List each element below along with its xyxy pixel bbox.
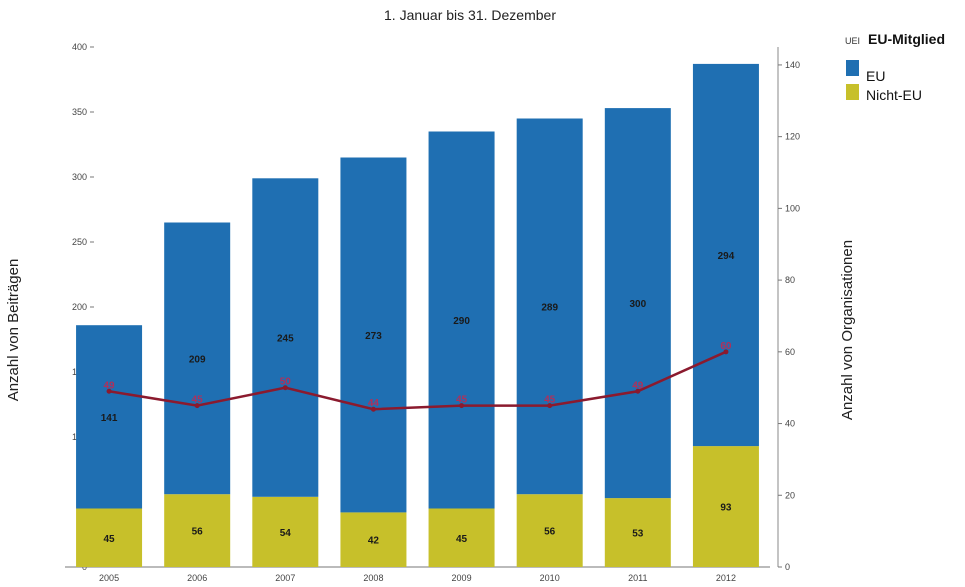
line-point: [459, 403, 465, 409]
bar-label-nicht-eu: 42: [368, 536, 380, 547]
line-point: [635, 388, 641, 394]
line-point: [282, 385, 288, 391]
bar-nicht-eu: [76, 508, 143, 567]
bar-label-eu: 289: [541, 302, 558, 313]
line-label: 49: [632, 380, 644, 391]
bar-label-nicht-eu: 54: [280, 528, 292, 539]
line-point: [547, 403, 553, 409]
legend-title: EU-Mitglied: [868, 31, 945, 47]
bar-eu: [516, 118, 583, 495]
bar-label-nicht-eu: 45: [104, 534, 116, 545]
bar-label-nicht-eu: 56: [192, 527, 204, 538]
line-path: [108, 350, 727, 411]
legend: UEI EU-Mitglied EU Nicht-EU: [845, 31, 945, 103]
bar-nicht-eu: [692, 446, 759, 567]
line-point: [370, 406, 376, 412]
right-axis: 0 20 40 60 80 100 120 140: [777, 47, 800, 572]
left-tick-label: 300: [72, 172, 87, 182]
line-point: [723, 349, 729, 355]
legend-label-nicht-eu: Nicht-EU: [866, 87, 922, 103]
line-label: 45: [544, 395, 556, 406]
line-series: 49 45 50 44 45 45 49 60: [104, 341, 732, 412]
bar-label-eu: 141: [101, 413, 118, 424]
line-label: 45: [192, 395, 204, 406]
x-tick-label: 2005: [99, 573, 119, 583]
bar-nicht-eu: [604, 498, 671, 567]
bar-eu: [428, 131, 495, 509]
bar-nicht-eu: [164, 494, 231, 567]
bar-nicht-eu: [252, 496, 319, 567]
right-tick-label: 0: [785, 562, 790, 572]
right-tick-label: 100: [785, 203, 800, 213]
bar-label-eu: 290: [453, 316, 470, 327]
right-tick-label: 40: [785, 419, 795, 429]
left-tick-label: 250: [72, 237, 87, 247]
x-tick-label: 2010: [540, 573, 560, 583]
x-tick-label: 2011: [628, 573, 647, 583]
bar-label-eu: 209: [189, 354, 206, 365]
right-tick-label: 140: [785, 60, 800, 70]
line-label: 60: [720, 341, 732, 352]
x-tick-label: 2008: [363, 573, 383, 583]
legend-swatch-nicht-eu: [846, 84, 859, 100]
bar-nicht-eu: [516, 494, 583, 567]
x-tick-label: 2009: [452, 573, 472, 583]
bar-eu: [604, 108, 671, 499]
bar-label-nicht-eu: 56: [544, 527, 556, 538]
right-tick-label: 120: [785, 132, 800, 142]
line-point: [194, 403, 200, 409]
x-tick-label: 2012: [716, 573, 736, 583]
line-label: 44: [368, 398, 380, 409]
legend-label-eu: EU: [866, 68, 885, 84]
bar-eu: [692, 63, 759, 447]
bar-label-eu: 245: [277, 334, 294, 345]
bar-label-nicht-eu: 45: [456, 534, 468, 545]
bar-label-nicht-eu: 53: [632, 529, 644, 540]
bar-label-eu: 273: [365, 331, 382, 342]
right-tick-label: 80: [785, 275, 795, 285]
chart-subtitle: 1. Januar bis 31. Dezember: [384, 7, 556, 23]
right-tick-label: 60: [785, 347, 795, 357]
line-point: [106, 388, 112, 394]
bar-label-nicht-eu: 93: [720, 503, 732, 514]
line-label: 49: [104, 380, 116, 391]
bar-label-eu: 294: [718, 251, 735, 262]
right-tick-label: 20: [785, 490, 795, 500]
legend-tag: UEI: [845, 36, 860, 46]
left-tick-label: 400: [72, 42, 87, 52]
left-tick-label: 200: [72, 302, 87, 312]
bar-eu: [76, 325, 143, 509]
bar-label-eu: 300: [629, 299, 646, 310]
bars: 45 141 56 209 54 245 42 273 45 290 56 289 53 300 93 294: [76, 63, 759, 567]
legend-swatch-eu: [846, 60, 859, 76]
bar-nicht-eu: [340, 512, 407, 567]
x-axis: 2005 2006 2007 2008 2009 2010 2011 2012: [65, 566, 770, 583]
line-label: 50: [280, 377, 292, 388]
x-tick-label: 2007: [275, 573, 295, 583]
bar-eu: [340, 157, 407, 513]
line-label: 45: [456, 395, 468, 406]
left-axis-title: Anzahl von Beiträgen: [5, 259, 22, 402]
bar-nicht-eu: [428, 508, 495, 567]
left-tick-label: 350: [72, 107, 87, 117]
right-axis-title: Anzahl von Organisationen: [839, 240, 856, 420]
bar-eu: [252, 178, 319, 497]
x-tick-label: 2006: [187, 573, 207, 583]
bar-eu: [164, 222, 231, 495]
